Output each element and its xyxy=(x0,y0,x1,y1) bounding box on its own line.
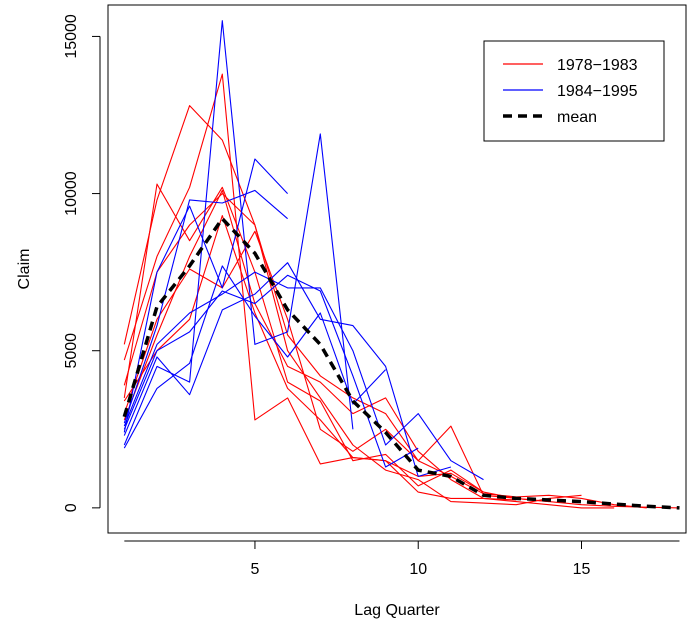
x-tick-label: 5 xyxy=(250,561,259,578)
x-axis: 5 10 15 xyxy=(124,540,680,578)
x-tick-label: 15 xyxy=(573,561,591,578)
series-line-12 xyxy=(123,262,452,477)
y-tick-label: 0 xyxy=(63,503,80,512)
series-layer xyxy=(122,20,680,510)
y-axis: 0 5000 10000 15000 xyxy=(63,14,101,512)
series-line-14 xyxy=(123,265,386,449)
series-line-13 xyxy=(123,274,419,468)
series-line-5 xyxy=(123,230,549,503)
series-line-1 xyxy=(123,183,680,509)
legend-label-mean: mean xyxy=(557,109,597,126)
plot-frame xyxy=(107,4,687,534)
y-tick-label: 5000 xyxy=(63,333,80,369)
series-line-11 xyxy=(123,271,484,481)
x-tick-label: 10 xyxy=(409,561,427,578)
legend: 1978−1983 1984−1995 mean xyxy=(483,40,665,142)
legend-label-1984-1995: 1984−1995 xyxy=(557,83,638,100)
series-line-mean xyxy=(122,216,680,510)
series-line-10 xyxy=(123,20,354,446)
y-tick-label: 15000 xyxy=(63,14,80,59)
legend-label-1978-1983: 1978−1983 xyxy=(557,57,638,74)
y-tick-label: 10000 xyxy=(63,171,80,216)
series-line-9 xyxy=(123,158,288,433)
y-axis-title: Claim xyxy=(16,249,33,290)
series-line-2 xyxy=(123,105,647,509)
series-line-6 xyxy=(123,189,517,501)
series-line-8 xyxy=(123,189,288,424)
series-line-4 xyxy=(123,193,582,506)
x-axis-title: Lag Quarter xyxy=(354,602,440,619)
series-line-7 xyxy=(123,215,484,493)
legend-box xyxy=(483,40,665,142)
